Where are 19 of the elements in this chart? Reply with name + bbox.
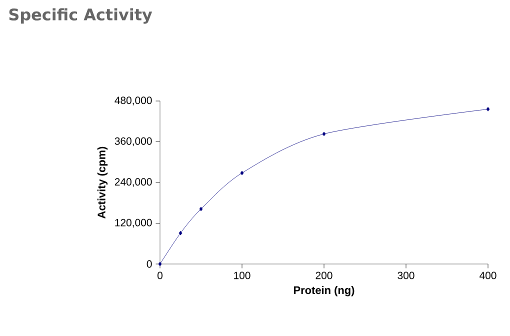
x-tick-label: 100 [234,272,250,280]
y-tick-label: 480,000 [114,96,152,106]
y-tick-label: 120,000 [115,218,152,228]
point [199,206,203,212]
x-tick-label: 400 [480,272,496,280]
y-tick-label: 0 [146,260,152,268]
x-tick-label: 200 [316,272,332,280]
x-axis-title: Protein (ng) [294,286,354,296]
x-tick-label: 300 [398,272,414,280]
chart-title: Specific Activity [9,8,152,24]
y-tick-label: 360,000 [114,137,152,146]
point [178,230,182,236]
point [322,132,326,136]
point [240,170,244,176]
y-tick-label: 240,000 [114,178,152,187]
x-tick-label: 0 [158,272,163,280]
point [486,106,490,112]
y-axis-title: Activity (cpm) [97,146,108,218]
point [158,262,162,266]
